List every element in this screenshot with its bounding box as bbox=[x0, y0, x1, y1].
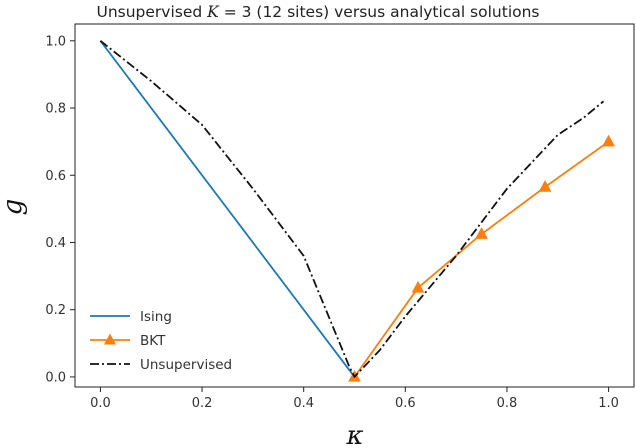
x-tick-label: 1.0 bbox=[598, 396, 619, 411]
y-tick-label: 0.0 bbox=[45, 370, 66, 385]
x-tick-label: 0.4 bbox=[293, 396, 314, 411]
y-axis-label: g bbox=[0, 199, 28, 216]
x-tick-label: 0.2 bbox=[192, 396, 213, 411]
legend: Ising BKT Unsupervised bbox=[90, 309, 232, 373]
x-tick-label: 0.8 bbox=[497, 396, 518, 411]
y-tick-label: 0.8 bbox=[45, 102, 66, 117]
x-tick-label: 0.6 bbox=[395, 396, 416, 411]
legend-label-ising: Ising bbox=[140, 309, 172, 325]
chart-title: Unsupervised K = 3 (12 sites) versus ana… bbox=[96, 3, 539, 21]
x-tick-label: 0.0 bbox=[90, 396, 111, 411]
chart-title-post: = 3 (12 sites) versus analytical solutio… bbox=[219, 3, 540, 21]
series-point-bkt bbox=[538, 179, 552, 192]
y-tick-label: 0.2 bbox=[45, 303, 66, 318]
legend-label-unsupervised: Unsupervised bbox=[140, 357, 232, 373]
chart-title-pre: Unsupervised bbox=[96, 3, 207, 21]
x-axis-label: κ bbox=[345, 421, 363, 448]
y-ticks: 0.0 0.2 0.4 0.6 0.8 1.0 bbox=[45, 34, 75, 385]
series-line-ising bbox=[99, 40, 356, 378]
chart-title-var: K bbox=[206, 3, 220, 21]
series-point-bkt bbox=[411, 280, 425, 293]
series-point-bkt bbox=[602, 134, 616, 147]
series-line-bkt bbox=[353, 140, 610, 378]
series-layer bbox=[99, 40, 616, 382]
y-tick-label: 0.4 bbox=[45, 236, 66, 251]
legend-marker-bkt bbox=[104, 333, 116, 345]
axes-frame bbox=[74, 23, 635, 388]
y-tick-label: 1.0 bbox=[45, 34, 66, 49]
x-ticks: 0.0 0.2 0.4 0.6 0.8 1.0 bbox=[90, 387, 619, 411]
legend-label-bkt: BKT bbox=[140, 333, 166, 349]
y-tick-label: 0.6 bbox=[45, 169, 66, 184]
series-point-bkt bbox=[475, 227, 488, 239]
series-line-unsupervised bbox=[99, 40, 605, 378]
